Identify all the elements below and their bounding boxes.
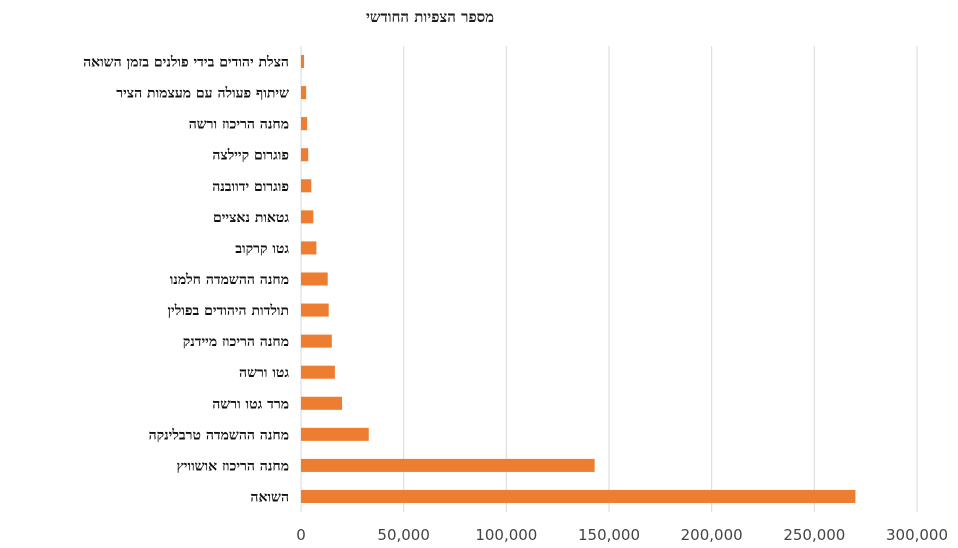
x-tick-label: 200,000	[681, 526, 743, 544]
category-label: גטאות נאציים	[213, 210, 289, 226]
bars	[301, 55, 856, 503]
bar	[301, 55, 305, 69]
x-tick-label: 0	[296, 526, 306, 544]
chart-title: מספר הצפיות החודשי	[366, 8, 494, 26]
category-label: מחנה הריכוז ורשה	[189, 117, 289, 133]
category-label: גטו קרקוב	[235, 241, 289, 257]
x-tick-labels: 0 50,000 100,000 150,000 200,000 250,000 300,0…	[296, 526, 948, 544]
bar	[301, 303, 329, 317]
category-label: תולדות היהודים בפולין	[167, 303, 289, 319]
category-label: גטו ורשה	[239, 365, 289, 381]
bar	[301, 365, 335, 379]
category-label: פוגרום קיילצה	[212, 148, 289, 164]
category-label: מחנה ההשמדה חלמנו	[170, 272, 289, 288]
category-label: הצלת יהודים בידי פולנים בזמן השואה	[83, 55, 289, 71]
bar	[301, 458, 595, 472]
x-tick-label: 250,000	[783, 526, 845, 544]
bar	[301, 148, 309, 162]
category-label: השואה	[250, 489, 289, 505]
x-tick-label: 100,000	[475, 526, 537, 544]
category-label: מחנה הריכוז אושוויץ	[177, 458, 289, 474]
bar	[301, 396, 343, 410]
category-labels: הצלת יהודים בידי פולנים בזמן השואה שיתוף …	[83, 55, 289, 506]
bar	[301, 210, 314, 224]
category-label: מחנה הריכוז מיידנק	[183, 334, 289, 350]
bar	[301, 179, 312, 193]
bar	[301, 427, 369, 441]
bar	[301, 334, 332, 348]
category-label: שיתוף פעולה עם מעצמות הציר	[116, 86, 289, 102]
x-tick-label: 150,000	[578, 526, 640, 544]
x-tick-label: 50,000	[377, 526, 430, 544]
bar	[301, 272, 328, 286]
bar	[301, 117, 308, 131]
bar	[301, 241, 317, 255]
category-label: מרד גטו ורשה	[212, 396, 289, 412]
category-label: מחנה ההשמדה טרבלינקה	[149, 427, 289, 443]
grid	[300, 46, 918, 512]
bar	[301, 86, 307, 100]
x-tick-label: 300,000	[886, 526, 948, 544]
bar	[301, 489, 856, 503]
category-label: פוגרום ידוובנה	[212, 179, 289, 195]
